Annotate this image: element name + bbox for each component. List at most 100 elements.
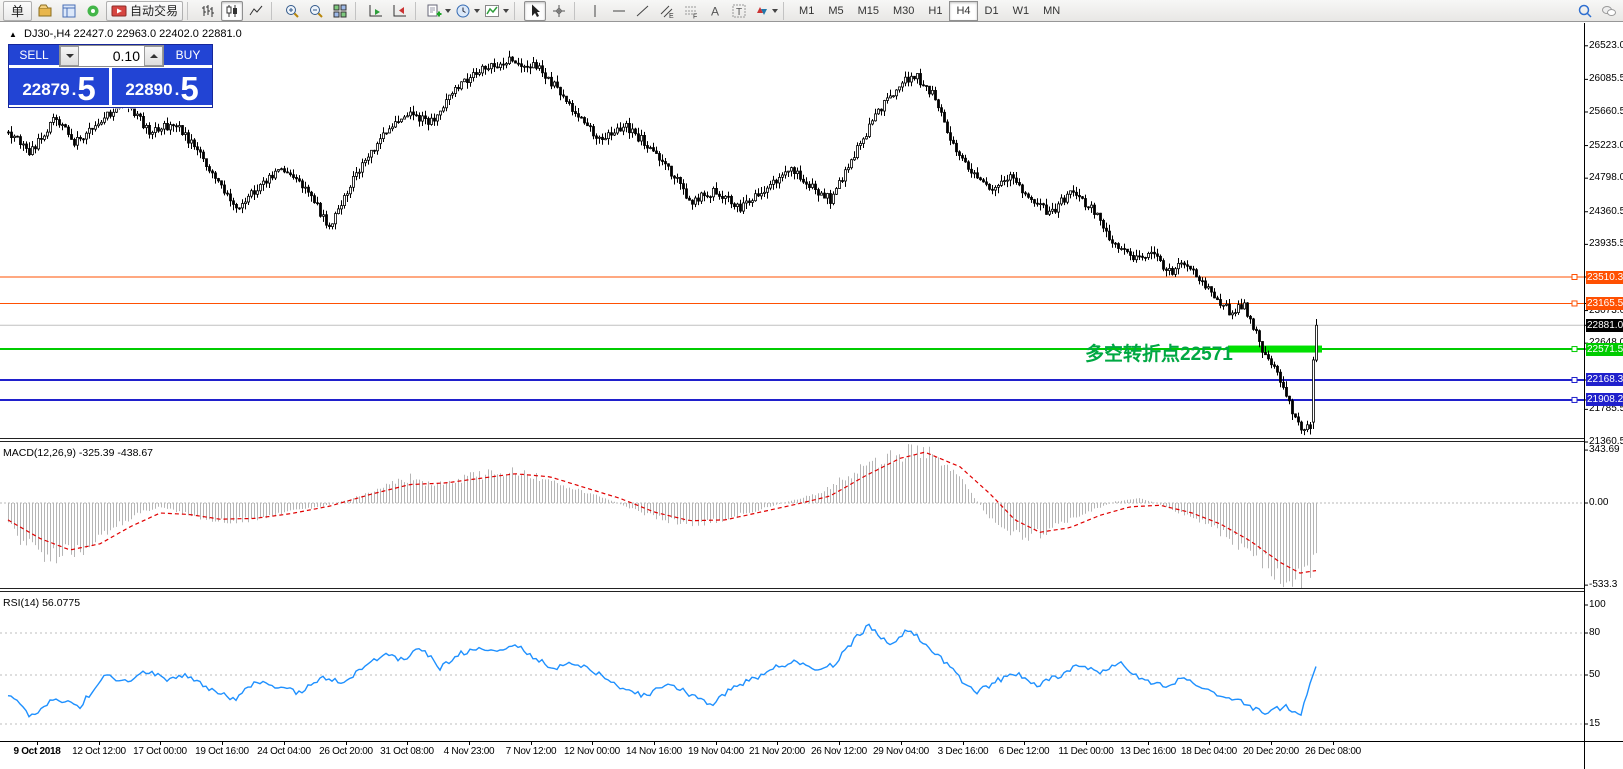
- profile-icon[interactable]: [34, 1, 56, 21]
- svg-text:T: T: [736, 7, 742, 18]
- cursor-icon-glyph: [532, 4, 541, 17]
- market-watch-icon[interactable]: [58, 1, 80, 21]
- arrows-button[interactable]: [752, 1, 779, 21]
- chart-shift-icon-glyph: [393, 4, 407, 16]
- sell-price-main: 22879: [22, 80, 70, 99]
- sell-price[interactable]: 22879. 5: [9, 68, 109, 105]
- zoom-in-icon-glyph: [286, 4, 299, 18]
- sell-button[interactable]: SELL: [9, 45, 59, 67]
- toolbar-separator: [187, 1, 193, 20]
- zoom-out-icon-glyph: [310, 4, 323, 18]
- tile-windows-icon-glyph: [333, 4, 347, 17]
- chevron-down-icon[interactable]: [503, 8, 510, 13]
- buy-button[interactable]: BUY: [164, 45, 212, 67]
- candlestick-chart-icon[interactable]: [221, 0, 244, 21]
- equidistant-channel-icon[interactable]: E: [656, 1, 678, 21]
- timeframe-button-d1[interactable]: D1: [984, 4, 999, 17]
- chevron-down-icon[interactable]: [772, 8, 779, 13]
- rsi-pane: [0, 623, 1584, 725]
- periods-button[interactable]: [454, 1, 481, 21]
- triangle-up-icon: [149, 54, 158, 58]
- one-click-trading-panel: SELL BUY 22879.5 22890.5: [8, 44, 213, 108]
- line-handle[interactable]: [1571, 274, 1578, 280]
- line-handle[interactable]: [1571, 346, 1578, 353]
- horizontal-line-icon[interactable]: [608, 1, 630, 21]
- volume-input[interactable]: [79, 46, 144, 66]
- zoom-out-icon[interactable]: [305, 1, 327, 21]
- trendline-icon-glyph: [636, 5, 649, 16]
- timeframe-button-w1[interactable]: W1: [1012, 4, 1030, 17]
- new-chart-glyph: [427, 4, 442, 16]
- crosshair-icon-glyph: [553, 4, 566, 17]
- turning-point-annotation: 多空转折点22571: [1085, 344, 1233, 365]
- main-toolbar: 单 自动交易 E F A T M1 M5 M15 M30 H1 H4 D1 W1 MN: [0, 0, 1623, 22]
- highlighted-level-segment[interactable]: [1228, 345, 1322, 353]
- chevron-down-icon[interactable]: [474, 8, 481, 13]
- chat-icon-glyph: [1602, 5, 1616, 16]
- volume-stepper: [59, 45, 164, 67]
- vertical-line-icon[interactable]: [584, 1, 606, 21]
- volume-increase-button[interactable]: [144, 46, 163, 66]
- chevron-down-icon[interactable]: [445, 8, 452, 13]
- buy-price-frac: 5: [180, 69, 199, 107]
- timeframe-button-m5[interactable]: M5: [828, 4, 844, 17]
- timeframe-button-h4[interactable]: H4: [949, 0, 978, 21]
- signals-icon[interactable]: [82, 1, 104, 21]
- line-chart-icon[interactable]: [245, 1, 267, 21]
- macd-signal-line: [7, 451, 1317, 574]
- autotrade-button[interactable]: 自动交易: [106, 0, 184, 21]
- buy-price-dot: .: [174, 80, 180, 99]
- timeframe-button-m15[interactable]: M15: [857, 4, 879, 17]
- search-icon[interactable]: [1574, 1, 1596, 21]
- zoom-in-icon[interactable]: [281, 1, 303, 21]
- cursor-icon[interactable]: [524, 0, 547, 21]
- text-label-icon[interactable]: T: [728, 1, 750, 21]
- new-chart-button[interactable]: [425, 1, 452, 21]
- rsi-line: [7, 623, 1317, 718]
- buy-price[interactable]: 22890. 5: [112, 68, 212, 105]
- svg-text:E: E: [669, 13, 674, 19]
- toolbar-separator: [415, 1, 421, 20]
- timeframe-button-m1[interactable]: M1: [799, 4, 815, 17]
- timeframe-button-m30[interactable]: M30: [893, 4, 915, 17]
- toolbar-separator: [271, 1, 277, 20]
- scroll-to-end-icon[interactable]: [365, 1, 387, 21]
- toolbar-separator: [514, 1, 520, 20]
- triangle-down-icon: [65, 54, 74, 58]
- chat-icon[interactable]: [1598, 1, 1620, 21]
- text-icon-glyph: A: [711, 4, 719, 18]
- timeframe-button-mn[interactable]: MN: [1043, 4, 1061, 17]
- collapse-panel-arrow-icon[interactable]: ▲: [9, 30, 17, 39]
- line-handle[interactable]: [1571, 376, 1578, 383]
- horizontal-line-icon-glyph: [613, 10, 626, 11]
- svg-text:A: A: [711, 4, 719, 18]
- line-handle[interactable]: [1571, 300, 1578, 307]
- toolbar-separator: [574, 1, 580, 20]
- bar-chart-icon[interactable]: [197, 1, 219, 21]
- chart-shift-icon[interactable]: [389, 1, 411, 21]
- text-icon[interactable]: A: [704, 1, 726, 21]
- macd-pane: [0, 444, 1584, 588]
- line-chart-icon-glyph: [249, 5, 263, 15]
- market-watch-icon-glyph: [62, 4, 76, 17]
- new-order-button[interactable]: 单: [3, 0, 33, 21]
- trendline-icon[interactable]: [632, 1, 654, 21]
- fibonacci-icon[interactable]: F: [680, 1, 702, 21]
- macd-indicator-label: MACD(12,26,9) -325.39 -438.67: [3, 447, 153, 459]
- timeframe-button-h1[interactable]: H1: [928, 4, 943, 17]
- signals-icon-glyph: [87, 5, 99, 16]
- line-handle[interactable]: [1571, 396, 1578, 403]
- vertical-line-icon-glyph: [594, 4, 596, 17]
- profile-icon-glyph: [38, 4, 52, 16]
- volume-decrease-button[interactable]: [60, 46, 79, 66]
- arrows-glyph: [757, 6, 768, 15]
- text-label-icon-glyph: T: [732, 4, 746, 18]
- crosshair-icon[interactable]: [548, 1, 570, 21]
- toolbar-separator: [783, 1, 789, 20]
- templates-button[interactable]: [483, 1, 510, 21]
- sell-price-dot: .: [71, 80, 77, 99]
- tile-windows-icon[interactable]: [329, 1, 351, 21]
- chart-title-ohlc: DJ30-,H4 22427.0 22963.0 22402.0 22881.0: [24, 28, 242, 40]
